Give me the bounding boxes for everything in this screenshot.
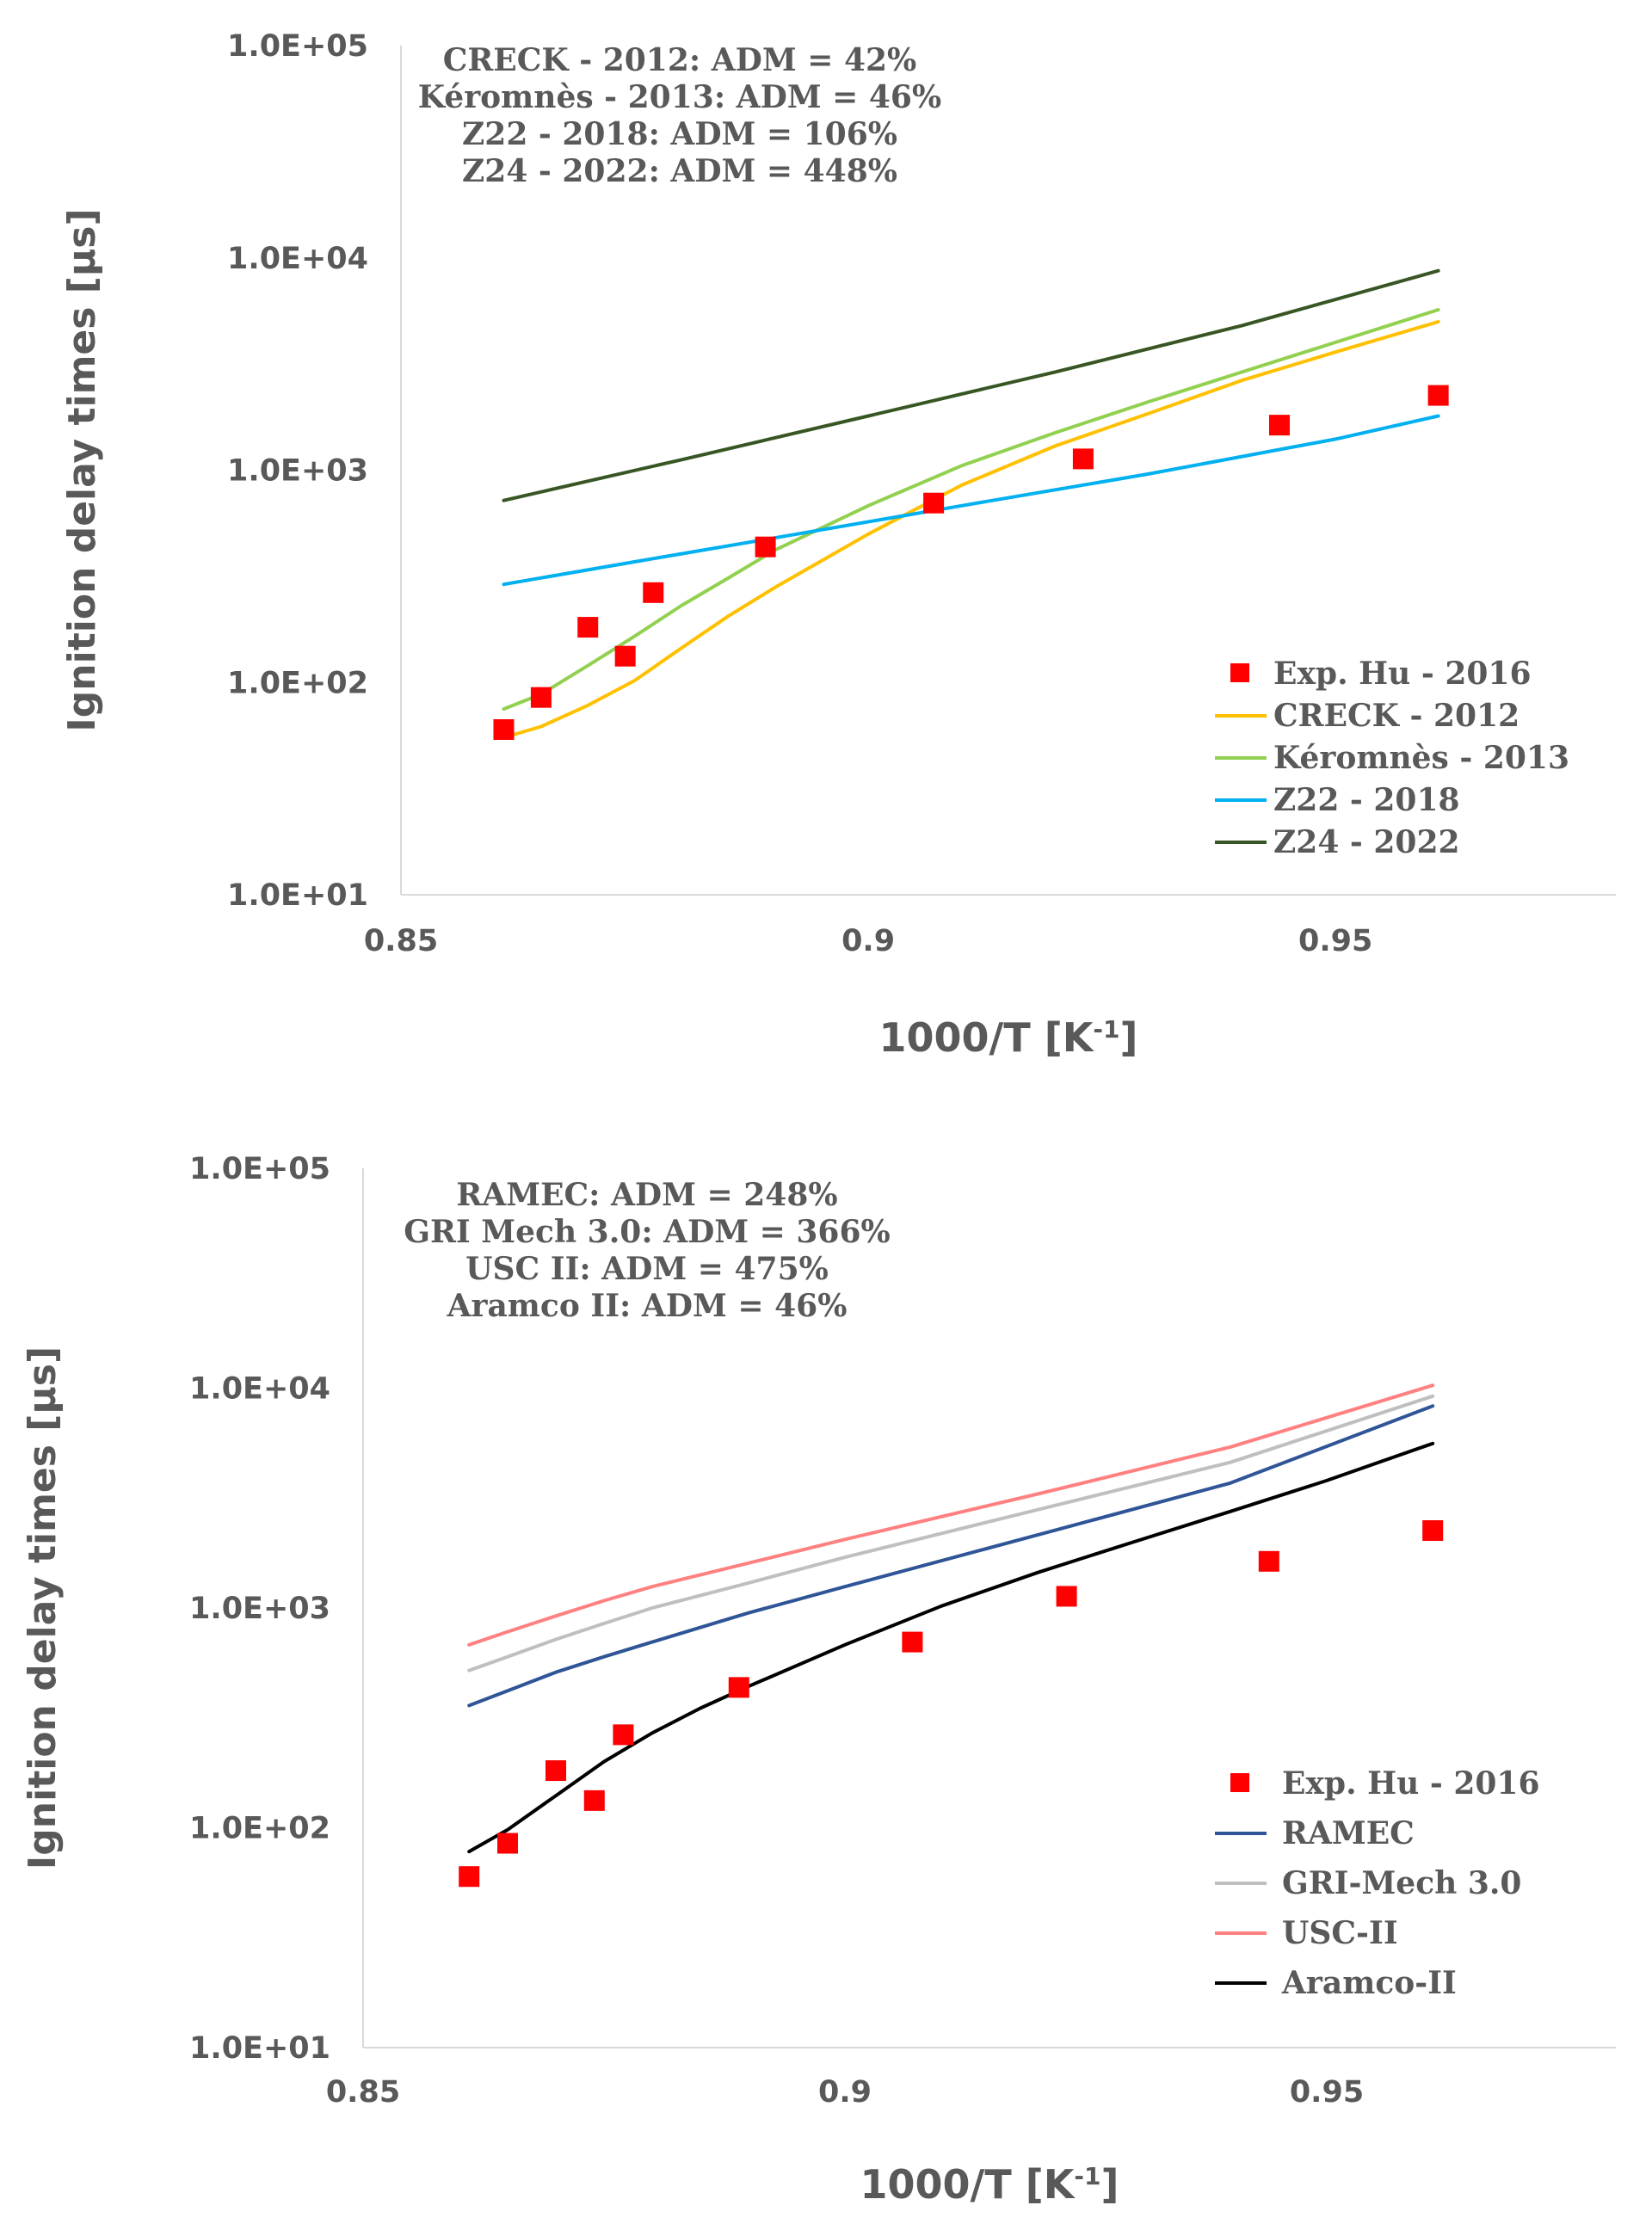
data-point (923, 492, 945, 514)
series-line-z22-2018 (502, 414, 1440, 587)
series-line-ramec (467, 1404, 1435, 1708)
legend-label: Kéromnès - 2013 (1273, 740, 1569, 776)
data-point (1422, 1520, 1444, 1542)
series-line-usc-ii (467, 1383, 1435, 1647)
y-tick-label: 1.0E+05 (189, 1152, 330, 1186)
y-tick-label: 1.0E+02 (189, 1812, 330, 1846)
x-tick-label: 0.95 (1290, 2075, 1364, 2110)
data-point (1056, 1586, 1077, 1607)
y-axis-label: Ignition delay times [µs] (60, 208, 104, 731)
data-point (497, 1833, 518, 1854)
x-tick-label: 0.95 (1298, 924, 1372, 958)
data-point (1072, 448, 1094, 470)
legend-label: USC-II (1282, 1915, 1398, 1951)
y-tick-label: 1.0E+03 (227, 454, 368, 489)
series-line-k-romn-s-2013 (502, 308, 1440, 712)
legend-label: Exp. Hu - 2016 (1282, 1765, 1540, 1802)
y-tick-label: 1.0E+04 (227, 242, 368, 276)
adm-annotation: Z22 - 2018: ADM = 106% (462, 116, 897, 152)
series-line-aramco-ii (467, 1441, 1435, 1854)
chart-panel-2: 1.0E+01 1.0E+02 1.0E+03 1.0E+04 1.0E+05 0.85 0… (21, 1152, 1616, 2208)
adm-annotation: CRECK - 2012: ADM = 42% (443, 42, 917, 78)
adm-annotation: RAMEC: ADM = 248% (456, 1177, 837, 1213)
y-tick-label: 1.0E+01 (189, 2031, 330, 2066)
data-point (546, 1760, 566, 1782)
data-point (728, 1677, 749, 1698)
data-point (530, 687, 552, 708)
series-line-z24-2022 (502, 268, 1440, 502)
adm-annotation: Kéromnès - 2013: ADM = 46% (418, 79, 941, 115)
legend-label: Z22 - 2018 (1273, 782, 1460, 818)
series-line-gri-mech-3-0 (467, 1394, 1435, 1672)
data-point (1268, 415, 1290, 436)
legend-label: RAMEC (1282, 1815, 1415, 1851)
data-point (614, 645, 636, 667)
series-line-creck-2012 (502, 320, 1440, 740)
y-tick-label: 1.0E+01 (227, 878, 368, 913)
data-point (577, 617, 599, 638)
y-tick-label: 1.0E+03 (189, 1592, 330, 1626)
legend-label: GRI-Mech 3.0 (1282, 1865, 1521, 1901)
x-tick-label: 0.85 (326, 2075, 400, 2110)
legend-marker (1230, 1773, 1249, 1792)
y-axis-label: Ignition delay times [µs] (21, 1346, 65, 1870)
adm-annotation: GRI Mech 3.0: ADM = 366% (404, 1214, 890, 1250)
data-point (1258, 1550, 1279, 1572)
legend-label: CRECK - 2012 (1273, 698, 1519, 734)
adm-annotation: Z24 - 2022: ADM = 448% (462, 153, 897, 189)
adm-annotation: USC II: ADM = 475% (465, 1251, 829, 1287)
legend-marker (1230, 663, 1249, 682)
x-tick-label: 0.85 (364, 924, 438, 958)
x-axis-label: 1000/T [K-1] (860, 2161, 1119, 2208)
y-tick-label: 1.0E+02 (227, 666, 368, 700)
data-point (613, 1724, 634, 1746)
data-point (583, 1790, 605, 1811)
data-point (459, 1866, 480, 1888)
x-tick-label: 0.9 (841, 924, 895, 958)
legend-label: Exp. Hu - 2016 (1273, 656, 1532, 692)
data-point (902, 1631, 923, 1653)
x-tick-label: 0.9 (818, 2075, 872, 2110)
y-tick-label: 1.0E+04 (189, 1372, 330, 1407)
adm-annotation: Aramco II: ADM = 46% (447, 1288, 848, 1324)
chart-panel-1: 1.0E+01 1.0E+02 1.0E+03 1.0E+04 1.0E+05 0.85 0… (60, 29, 1616, 1061)
legend-label: Z24 - 2022 (1273, 824, 1460, 860)
data-point (755, 536, 776, 558)
data-point (493, 718, 515, 740)
x-axis-label: 1000/T [K-1] (878, 1014, 1137, 1061)
legend-label: Aramco-II (1281, 1965, 1457, 2001)
y-tick-label: 1.0E+05 (227, 29, 368, 64)
data-point (1427, 385, 1449, 406)
data-point (643, 582, 664, 603)
